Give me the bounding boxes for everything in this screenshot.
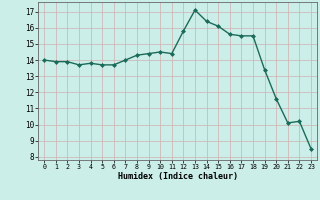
- X-axis label: Humidex (Indice chaleur): Humidex (Indice chaleur): [118, 172, 238, 181]
